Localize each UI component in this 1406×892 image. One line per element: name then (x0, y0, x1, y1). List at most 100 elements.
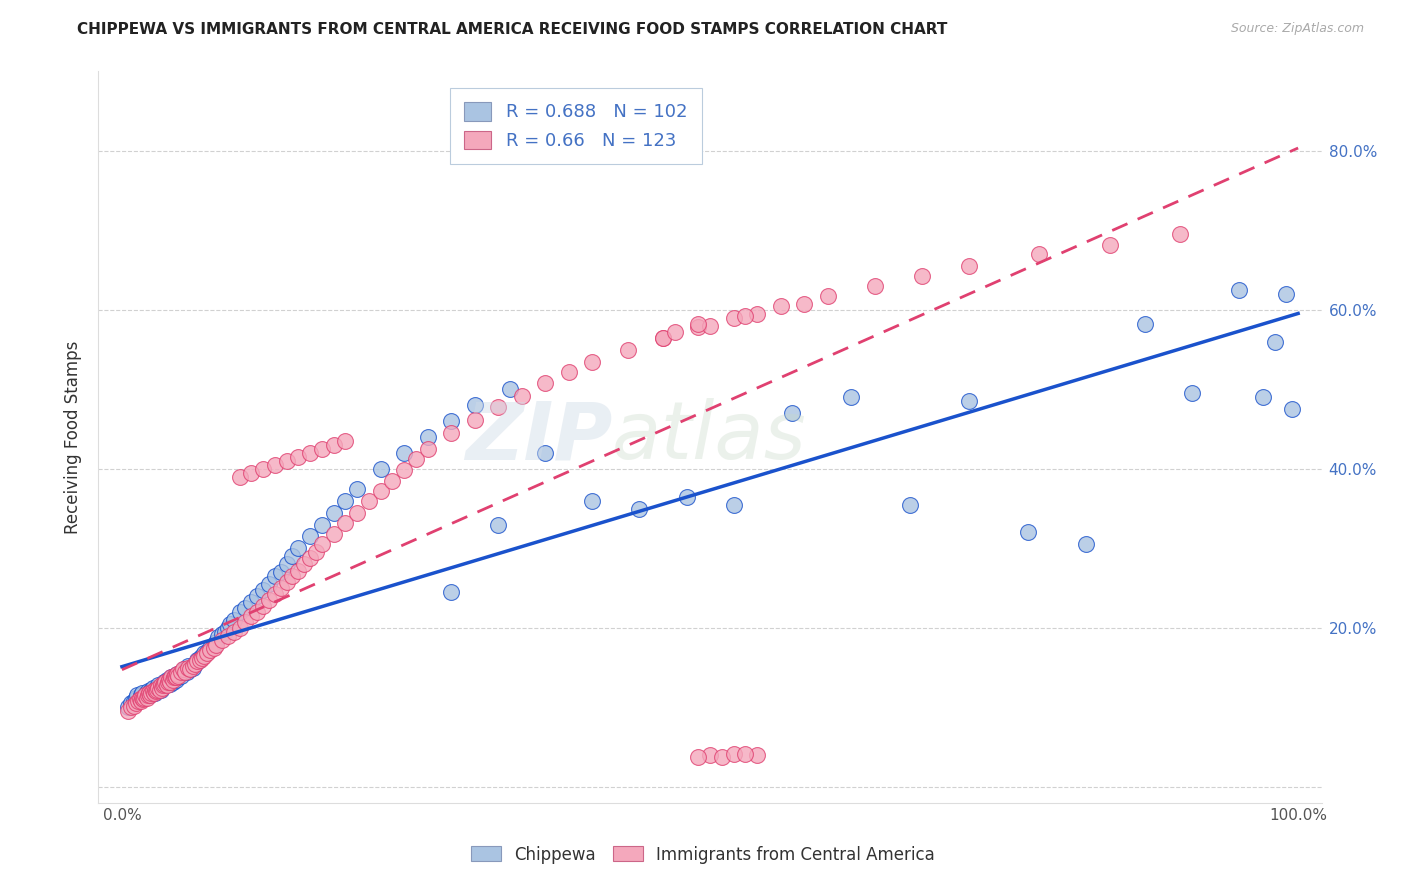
Point (817, 288, 839, 302)
Point (148, 681, 170, 695)
Point (699, 748, 721, 763)
Point (143, 686, 166, 700)
Point (616, 343, 638, 357)
Point (143, 682, 166, 697)
Point (688, 749, 710, 764)
Point (142, 684, 165, 698)
Point (281, 569, 304, 583)
Point (322, 506, 344, 520)
Point (159, 675, 181, 690)
Point (156, 673, 179, 687)
Point (132, 690, 155, 705)
Point (281, 549, 304, 564)
Point (166, 667, 188, 681)
Point (240, 595, 263, 609)
Point (228, 470, 250, 484)
Point (193, 648, 215, 663)
Point (141, 682, 163, 697)
Point (1227, 283, 1250, 297)
Point (1028, 247, 1050, 261)
Point (723, 310, 745, 325)
Point (135, 690, 157, 705)
Point (652, 331, 675, 345)
Point (1170, 227, 1192, 242)
Point (534, 446, 557, 460)
Point (181, 659, 204, 673)
Point (734, 747, 756, 761)
Point (257, 593, 280, 607)
Point (163, 670, 186, 684)
Point (146, 681, 169, 695)
Point (287, 564, 309, 578)
Point (174, 665, 197, 679)
Point (734, 310, 756, 324)
Point (405, 452, 427, 467)
Point (202, 640, 225, 655)
Point (252, 462, 274, 476)
Point (191, 648, 214, 663)
Point (146, 682, 169, 697)
Point (132, 692, 155, 706)
Point (205, 639, 228, 653)
Point (162, 673, 184, 687)
Point (134, 689, 156, 703)
Point (499, 383, 522, 397)
Text: CHIPPEWA VS IMMIGRANTS FROM CENTRAL AMERICA RECEIVING FOOD STAMPS CORRELATION CH: CHIPPEWA VS IMMIGRANTS FROM CENTRAL AMER… (77, 22, 948, 37)
Point (1275, 287, 1298, 301)
Point (287, 541, 309, 556)
Point (172, 665, 194, 679)
Point (486, 400, 509, 414)
Point (117, 700, 139, 714)
Point (170, 668, 193, 682)
Point (558, 365, 581, 379)
Point (148, 678, 170, 692)
Point (214, 624, 236, 639)
Point (628, 501, 651, 516)
Point (510, 389, 533, 403)
Point (252, 582, 274, 597)
Point (222, 624, 245, 639)
Point (186, 654, 208, 668)
Point (211, 627, 233, 641)
Point (156, 678, 179, 692)
Point (270, 581, 292, 595)
Point (839, 390, 862, 404)
Point (440, 414, 463, 428)
Point (710, 749, 733, 764)
Point (136, 689, 159, 703)
Point (299, 446, 322, 460)
Point (184, 657, 207, 671)
Point (198, 640, 221, 655)
Point (186, 653, 208, 667)
Point (207, 631, 229, 645)
Point (416, 442, 439, 456)
Point (162, 675, 184, 690)
Point (486, 517, 509, 532)
Point (156, 675, 179, 690)
Point (1251, 390, 1274, 404)
Point (263, 587, 285, 601)
Point (581, 493, 603, 508)
Point (141, 684, 163, 698)
Point (287, 450, 309, 464)
Point (150, 681, 173, 695)
Point (166, 667, 188, 681)
Point (745, 748, 768, 763)
Point (187, 654, 209, 668)
Point (240, 609, 263, 624)
Point (138, 686, 160, 700)
Point (120, 697, 142, 711)
Point (142, 686, 165, 700)
Point (167, 668, 190, 682)
Point (1076, 537, 1098, 551)
Point (128, 692, 150, 706)
Point (322, 438, 344, 452)
Point (141, 686, 163, 700)
Point (163, 670, 186, 684)
Point (688, 320, 710, 334)
Point (120, 700, 142, 714)
Legend: Chippewa, Immigrants from Central America: Chippewa, Immigrants from Central Americ… (464, 839, 942, 871)
Point (898, 498, 921, 512)
Point (150, 678, 173, 692)
Point (1135, 317, 1157, 331)
